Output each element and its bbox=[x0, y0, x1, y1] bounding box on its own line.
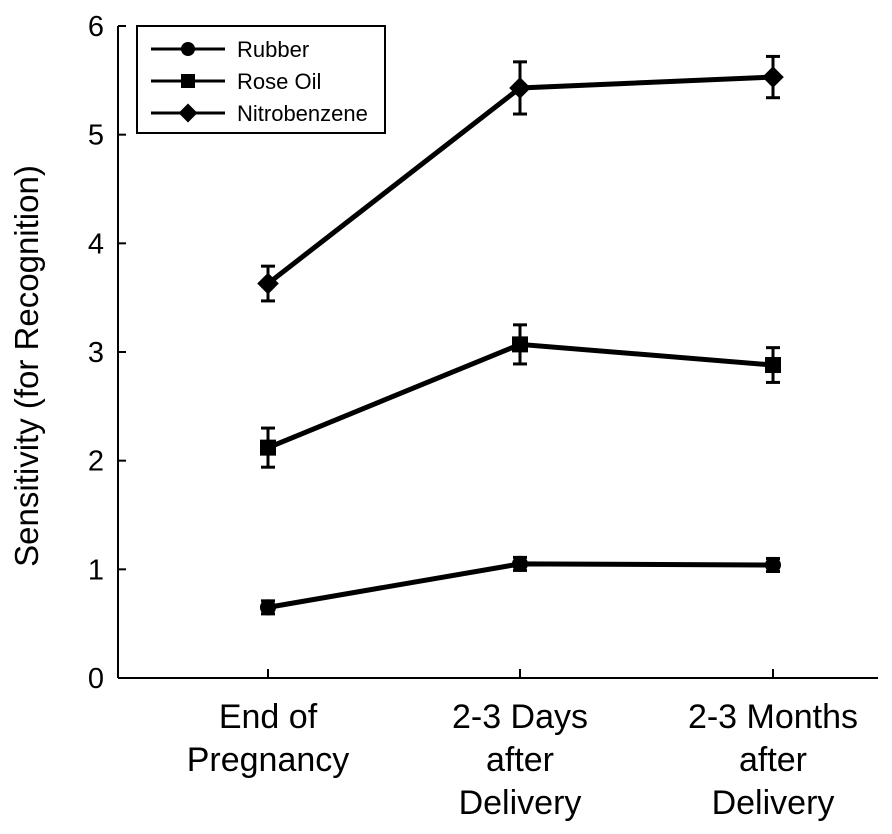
y-tick-label: 6 bbox=[88, 11, 104, 43]
y-tick-label: 2 bbox=[88, 446, 104, 478]
x-tick-label-line: 2-3 Months bbox=[688, 698, 858, 736]
data-point bbox=[765, 357, 781, 374]
series-rose-oil bbox=[260, 323, 781, 469]
y-tick-label: 0 bbox=[88, 663, 104, 695]
data-point bbox=[512, 555, 528, 572]
x-tick-label: 2-3 Months after Delivery bbox=[688, 698, 858, 822]
data-point bbox=[762, 66, 784, 88]
x-tick-label-line: after bbox=[739, 741, 807, 779]
series-nitrobenzene bbox=[257, 54, 784, 303]
x-tick-label-line: Delivery bbox=[712, 784, 835, 822]
x-tick-label: End of Pregnancy bbox=[187, 698, 350, 779]
data-point bbox=[512, 336, 528, 353]
legend-label: Rose Oil bbox=[237, 69, 321, 94]
data-point bbox=[260, 439, 276, 456]
x-tick-label-line: 2-3 Days bbox=[452, 698, 588, 736]
legend-label: Nitrobenzene bbox=[237, 101, 368, 126]
axes: 0 1 2 3 4 5 6 End of Pregnancy 2-3 Days after Deliv… bbox=[8, 11, 878, 822]
x-tick-label-line: Pregnancy bbox=[187, 741, 350, 779]
data-point bbox=[509, 77, 531, 99]
x-tick-label-line: Delivery bbox=[459, 784, 582, 822]
x-tick-label-line: after bbox=[486, 741, 554, 779]
y-tick-label: 1 bbox=[88, 554, 104, 586]
legend-item: Rose Oil bbox=[151, 69, 321, 94]
legend-item: Nitrobenzene bbox=[151, 101, 368, 126]
y-axis-title: Sensitivity (for Recognition) bbox=[8, 165, 45, 567]
legend-item: Rubber bbox=[151, 37, 309, 62]
data-point bbox=[765, 556, 781, 573]
data-point bbox=[257, 272, 279, 295]
legend-marker bbox=[181, 42, 195, 56]
legend-label: Rubber bbox=[237, 37, 309, 62]
y-tick-label: 4 bbox=[88, 228, 104, 260]
legend-marker bbox=[178, 103, 198, 123]
legend: Rubber Rose Oil Nitrobenzene bbox=[136, 25, 386, 134]
y-tick-label: 5 bbox=[88, 120, 104, 152]
x-tick-label-line: End of bbox=[219, 698, 318, 736]
legend-marker bbox=[181, 74, 195, 88]
series-rubber bbox=[260, 555, 781, 616]
series-group bbox=[257, 54, 784, 616]
data-point bbox=[260, 599, 276, 616]
x-tick-label: 2-3 Days after Delivery bbox=[452, 698, 588, 822]
y-tick-label: 3 bbox=[88, 337, 104, 369]
